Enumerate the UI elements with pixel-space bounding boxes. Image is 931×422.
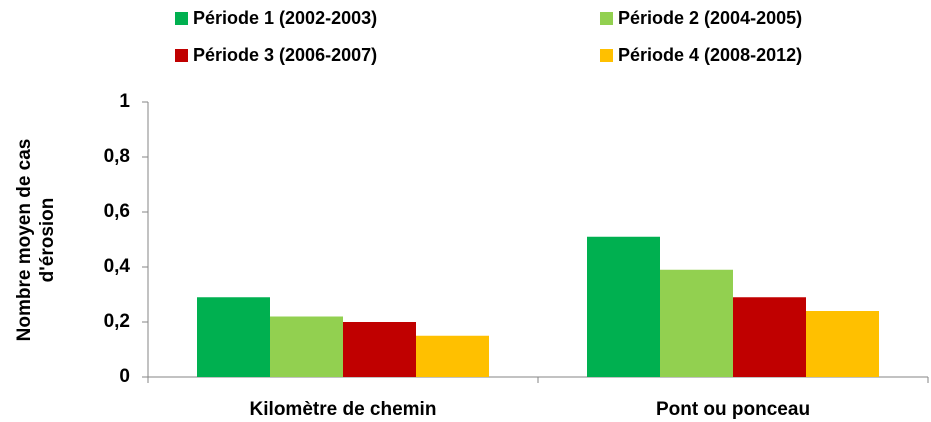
legend-swatch [175, 49, 188, 62]
legend-swatch [175, 12, 188, 25]
legend-swatch [600, 49, 613, 62]
bar [416, 335, 489, 377]
legend-label: Période 3 (2006-2007) [193, 45, 377, 65]
bar [270, 316, 343, 377]
bar [587, 236, 660, 377]
legend-label: Période 2 (2004-2005) [618, 8, 802, 28]
y-tick-label: 0,4 [104, 256, 131, 277]
y-tick-label: 1 [119, 91, 130, 112]
bar [197, 297, 270, 377]
x-tick-label: Pont ou ponceau [656, 399, 810, 420]
y-tick-label: 0,6 [104, 201, 130, 222]
bar [660, 269, 733, 377]
bar [343, 322, 416, 377]
bar [806, 311, 879, 377]
x-tick-label: Kilomètre de chemin [250, 399, 437, 420]
legend-label: Période 4 (2008-2012) [618, 45, 802, 65]
bar [733, 297, 806, 377]
y-tick-label: 0 [119, 366, 130, 387]
y-axis-label: Nombre moyen de cas [14, 139, 35, 342]
y-axis-label: d'érosion [37, 198, 58, 283]
legend-swatch [600, 12, 613, 25]
y-tick-label: 0,2 [104, 311, 130, 332]
legend-label: Période 1 (2002-2003) [193, 8, 377, 28]
y-tick-label: 0,8 [104, 146, 130, 167]
